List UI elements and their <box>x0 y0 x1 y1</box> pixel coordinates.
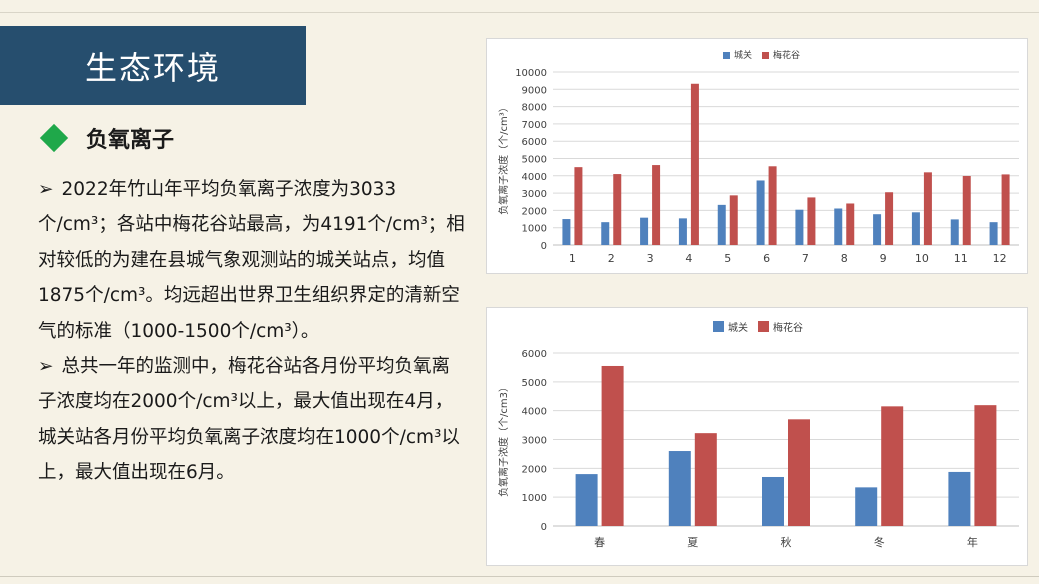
bar-meihuagu <box>601 365 624 526</box>
y-tick-label: 4000 <box>522 407 547 418</box>
arrow-bullet-icon: ➢ <box>38 356 54 378</box>
x-tick-label: 秋 <box>781 535 792 549</box>
paragraph-1-text: 2022年竹山年平均负氧离子浓度为3033个/cm³；各站中梅花谷站最高，为41… <box>38 179 465 342</box>
y-axis-title: 负氧离子浓度（个/cm3） <box>497 382 510 497</box>
x-tick-label: 年 <box>967 535 978 549</box>
diamond-bullet-icon <box>39 123 69 153</box>
x-tick-label: 5 <box>724 252 731 265</box>
bar-chengguan <box>911 212 920 245</box>
legend-swatch <box>713 321 724 332</box>
bar-meihuagu <box>846 203 855 245</box>
y-tick-label: 6000 <box>522 349 547 360</box>
y-tick-label: 2000 <box>522 464 547 475</box>
bar-chengguan <box>762 476 784 526</box>
y-tick-label: 5000 <box>522 155 547 166</box>
bar-chengguan <box>989 222 998 245</box>
bar-meihuagu <box>923 172 932 245</box>
seasonal-chart: 0 1000 2000 3000 4000 5000 6000 春 夏 秋 冬 年 负氧离子浓度（个/c… <box>486 307 1028 566</box>
seasonal-chart-svg: 0 1000 2000 3000 4000 5000 6000 春 夏 秋 冬 年 负氧离子浓度（个/c… <box>497 321 1019 549</box>
bar-chengguan <box>873 214 882 245</box>
top-rule <box>0 0 1039 13</box>
x-tick-label: 2 <box>608 252 615 265</box>
bar-chengguan <box>601 222 610 245</box>
monthly-chart-svg: 0 1000 2000 3000 4000 5000 6000 7000 8000 9000 100… <box>497 49 1019 265</box>
x-tick-label: 6 <box>763 252 770 265</box>
bar-chengguan <box>834 208 843 245</box>
x-tick-label: 冬 <box>874 535 885 549</box>
bar-meihuagu <box>807 197 816 245</box>
y-tick-label: 7000 <box>522 120 547 131</box>
bar-meihuagu <box>885 192 894 245</box>
bar-chengguan <box>668 451 691 526</box>
y-tick-label: 9000 <box>522 85 547 96</box>
x-tick-label: 10 <box>915 252 929 265</box>
bar-meihuagu <box>613 174 622 245</box>
x-tick-label: 夏 <box>687 536 698 549</box>
x-tick-label: 1 <box>569 252 576 265</box>
x-tick-label: 3 <box>647 252 654 265</box>
x-tick-label: 4 <box>685 252 692 265</box>
y-tick-label: 0 <box>541 522 547 533</box>
bar-meihuagu <box>729 195 738 245</box>
legend-label: 梅花谷 <box>773 49 800 61</box>
bar-chengguan <box>950 219 959 245</box>
x-tick-label: 春 <box>594 536 605 549</box>
bar-meihuagu <box>690 83 699 245</box>
x-tick-label: 12 <box>993 252 1007 265</box>
bar-chengguan <box>756 180 765 245</box>
y-tick-label: 10000 <box>515 68 547 79</box>
bar-chengguan <box>678 218 687 245</box>
bar-chengguan <box>948 471 971 526</box>
section-heading-text: 负氧离子 <box>86 128 175 153</box>
paragraph-1: ➢ 2022年竹山年平均负氧离子浓度为3033个/cm³；各站中梅花谷站最高，为4… <box>38 172 468 349</box>
legend-label: 城关 <box>734 49 752 61</box>
bar-meihuagu <box>974 405 997 526</box>
legend-swatch <box>762 52 769 59</box>
x-tick-label: 8 <box>841 252 848 265</box>
bar-meihuagu <box>574 167 583 245</box>
x-tick-label: 11 <box>954 252 968 265</box>
bar-chengguan <box>855 487 878 526</box>
y-axis-title: 负氧离子浓度（个/cm³） <box>497 102 510 215</box>
y-tick-label: 2000 <box>522 206 547 217</box>
bar-chengguan <box>640 217 649 245</box>
bar-chengguan <box>575 474 598 526</box>
section-heading: 负氧离子 <box>36 120 174 156</box>
body-text: ➢ 2022年竹山年平均负氧离子浓度为3033个/cm³；各站中梅花谷站最高，为4… <box>38 172 468 491</box>
legend-swatch <box>723 52 730 59</box>
bar-meihuagu <box>788 419 810 526</box>
bar-meihuagu <box>1001 174 1010 245</box>
legend-swatch <box>758 321 769 332</box>
bar-meihuagu <box>881 406 904 526</box>
legend-label: 城关 <box>728 321 748 334</box>
bar-chengguan <box>795 209 804 245</box>
x-tick-label: 7 <box>802 252 809 265</box>
bar-meihuagu <box>768 166 777 245</box>
bottom-rule <box>0 576 1039 577</box>
bar-meihuagu <box>962 175 971 245</box>
paragraph-2-text: 总共一年的监测中，梅花谷站各月份平均负氧离子浓度均在2000个/cm³以上，最大… <box>38 356 460 484</box>
y-tick-label: 8000 <box>522 103 547 114</box>
bar-meihuagu <box>694 433 717 526</box>
bar-chengguan <box>717 204 726 245</box>
paragraph-2: ➢ 总共一年的监测中，梅花谷站各月份平均负氧离子浓度均在2000个/cm³以上，最… <box>38 349 468 491</box>
y-tick-label: 1000 <box>522 224 547 235</box>
x-tick-label: 9 <box>880 252 887 265</box>
slide-title: 生态环境 <box>0 26 306 105</box>
y-tick-label: 1000 <box>522 493 547 504</box>
slide-title-text: 生态环境 <box>84 48 221 87</box>
y-tick-label: 0 <box>541 241 547 252</box>
y-tick-label: 3000 <box>522 189 547 200</box>
y-tick-label: 6000 <box>522 137 547 148</box>
y-tick-label: 3000 <box>522 436 547 447</box>
arrow-bullet-icon: ➢ <box>38 179 54 200</box>
legend-label: 梅花谷 <box>773 321 803 334</box>
bar-meihuagu <box>652 165 661 245</box>
bar-chengguan <box>562 219 571 245</box>
monthly-chart: 0 1000 2000 3000 4000 5000 6000 7000 8000 9000 100… <box>486 38 1028 274</box>
y-tick-label: 5000 <box>522 378 547 389</box>
y-tick-label: 4000 <box>522 172 547 183</box>
